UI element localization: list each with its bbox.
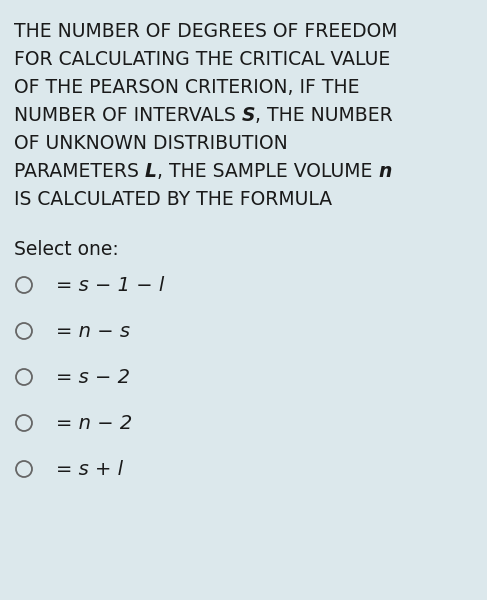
Text: OF THE PEARSON CRITERION, IF THE: OF THE PEARSON CRITERION, IF THE — [14, 78, 359, 97]
Text: FOR CALCULATING THE CRITICAL VALUE: FOR CALCULATING THE CRITICAL VALUE — [14, 50, 390, 69]
Text: = s − 2: = s − 2 — [56, 368, 130, 387]
Text: THE NUMBER OF DEGREES OF FREEDOM: THE NUMBER OF DEGREES OF FREEDOM — [14, 22, 397, 41]
Text: = s − 1 − l: = s − 1 − l — [56, 276, 164, 295]
Text: Select one:: Select one: — [14, 240, 119, 259]
Text: , THE SAMPLE VOLUME: , THE SAMPLE VOLUME — [157, 162, 378, 181]
Text: PARAMETERS: PARAMETERS — [14, 162, 145, 181]
Text: = n − s: = n − s — [56, 322, 130, 341]
Text: S: S — [242, 106, 255, 125]
Text: NUMBER OF INTERVALS: NUMBER OF INTERVALS — [14, 106, 242, 125]
Text: OF UNKNOWN DISTRIBUTION: OF UNKNOWN DISTRIBUTION — [14, 134, 288, 153]
Text: , THE NUMBER: , THE NUMBER — [255, 106, 393, 125]
Text: = s + l: = s + l — [56, 460, 123, 479]
Text: IS CALCULATED BY THE FORMULA: IS CALCULATED BY THE FORMULA — [14, 190, 332, 209]
Text: L: L — [145, 162, 157, 181]
Text: = n − 2: = n − 2 — [56, 414, 132, 433]
Text: n: n — [378, 162, 392, 181]
